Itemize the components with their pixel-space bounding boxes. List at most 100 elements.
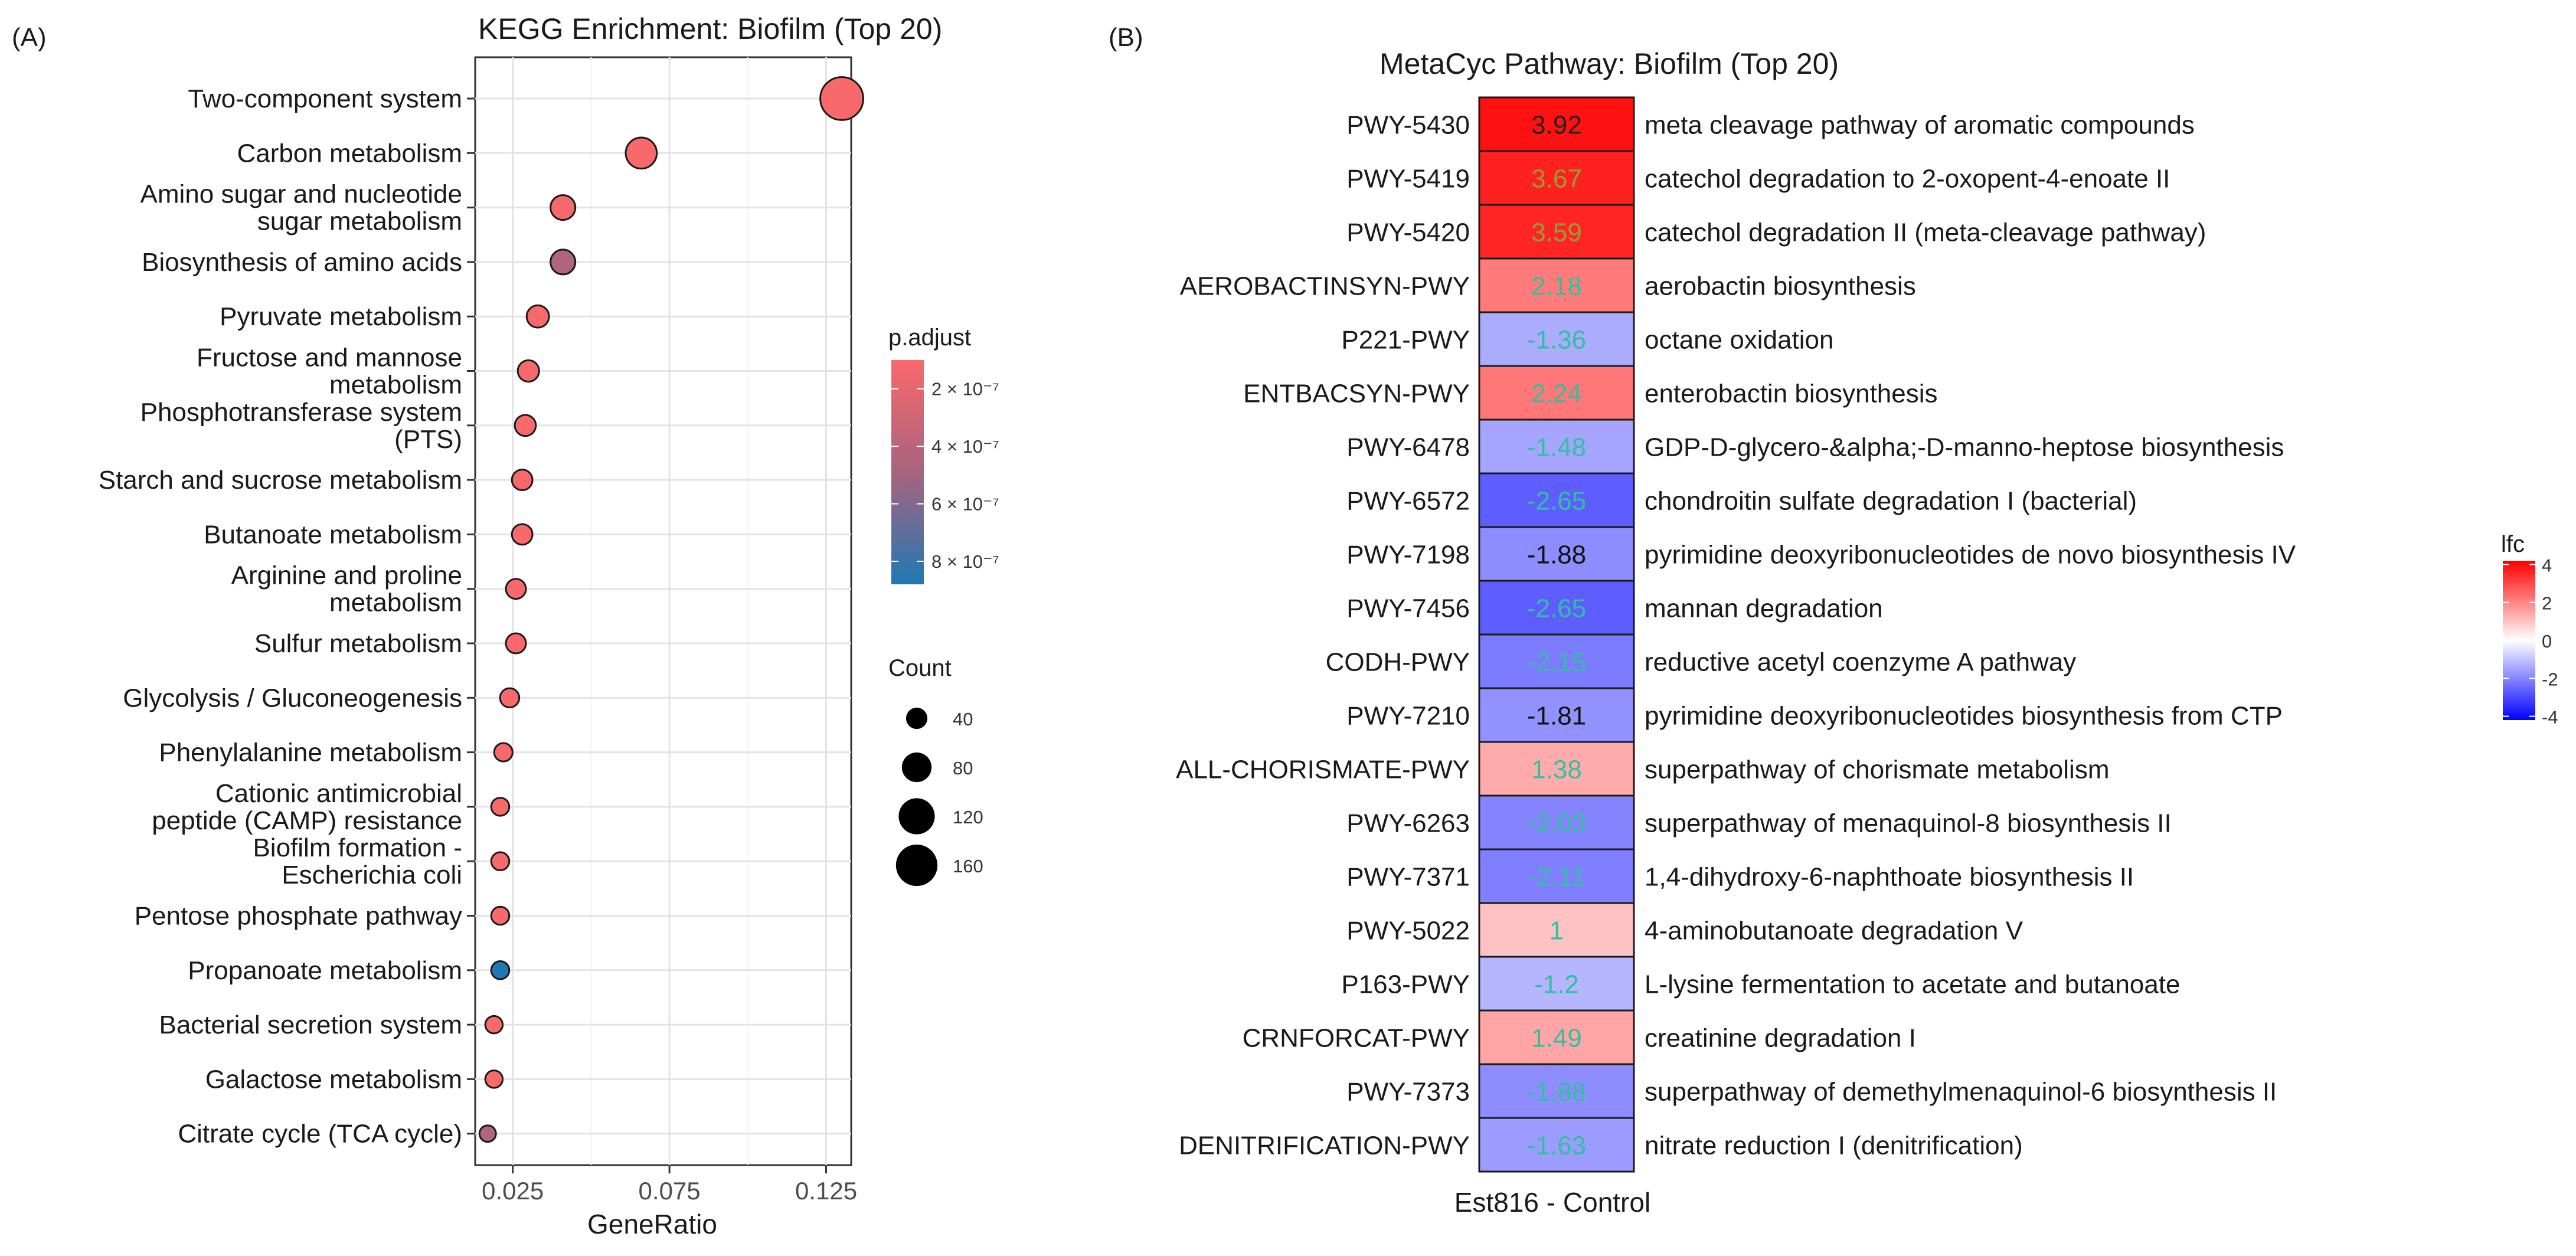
kegg-point bbox=[511, 523, 534, 546]
heatmap-row: PWY-5430 3.92 meta cleavage pathway of aro… bbox=[1346, 96, 2195, 152]
heatmap-row-description: chondroitin sulfate degradation I (bacte… bbox=[1645, 487, 2137, 516]
heatmap-cell-value: -1.63 bbox=[1527, 1131, 1586, 1160]
heatmap-row-id: PWY-7373 bbox=[1346, 1078, 1470, 1107]
count-legend-title: Count bbox=[888, 655, 952, 681]
heatmap-cell-value: 3.92 bbox=[1531, 111, 1582, 140]
lfc-legend-title: lfc bbox=[2501, 531, 2525, 557]
kegg-category-label: Butanoate metabolism bbox=[204, 520, 462, 549]
count-legend-circle bbox=[898, 798, 935, 835]
count-legend-circle bbox=[895, 844, 938, 887]
panel-label-a: (A) bbox=[12, 23, 47, 52]
heatmap-row-description: pyrimidine deoxyribonucleotides de novo … bbox=[1645, 541, 2296, 570]
heatmap-row-id: P221-PWY bbox=[1341, 326, 1470, 355]
heatmap-row-description: superpathway of menaquinol-8 biosynthesi… bbox=[1645, 809, 2172, 838]
heatmap-row-id: ALL-CHORISMATE-PWY bbox=[1176, 755, 1470, 784]
padjust-legend-title: p.adjust bbox=[888, 325, 971, 351]
heatmap-row: PWY-6263 -2.03 superpathway of menaquinol-… bbox=[1346, 794, 2172, 851]
heatmap-row: PWY-6572 -2.65 chondroitin sulfate degrada… bbox=[1346, 472, 2137, 528]
kegg-point bbox=[514, 414, 537, 437]
lfc-tick-label: 4 bbox=[2542, 555, 2552, 575]
heatmap-cell-value: 1 bbox=[1549, 917, 1564, 946]
heatmap-row-description: catechol degradation to 2-oxopent-4-enoa… bbox=[1645, 165, 2170, 194]
heatmap-row-description: superpathway of demethylmenaquinol-6 bio… bbox=[1645, 1078, 2277, 1107]
heatmap-cell bbox=[1478, 96, 1635, 152]
padjust-tick-label: 4 × 10⁻⁷ bbox=[931, 436, 999, 457]
heatmap-row: PWY-5022 1 4-aminobutanoate degradation V bbox=[1346, 902, 2023, 958]
kegg-point bbox=[484, 1069, 504, 1089]
kegg-point bbox=[516, 359, 540, 383]
kegg-category-label: Glycolysis / Gluconeogenesis bbox=[123, 683, 462, 712]
heatmap-row: PWY-7198 -1.88 pyrimidine deoxyribonucleot… bbox=[1346, 526, 2296, 582]
heatmap-cell-value: 3.67 bbox=[1531, 165, 1582, 194]
heatmap-row-id: AEROBACTINSYN-PWY bbox=[1180, 272, 1470, 301]
kegg-category-label: Two-component system bbox=[188, 84, 462, 113]
heatmap-row: AEROBACTINSYN-PWY 2.18 aerobactin biosynth… bbox=[1180, 257, 1916, 313]
heatmap-row-description: mannan degradation bbox=[1645, 594, 1883, 623]
heatmap-row: PWY-5420 3.59 catechol degradation II (met… bbox=[1346, 204, 2206, 260]
kegg-point bbox=[625, 136, 658, 170]
lfc-legend: lfc 4 2 0 -2 -4 bbox=[2501, 531, 2558, 728]
heatmap-row: PWY-7371 -2.11 1,4-dihydroxy-6-naphthoate … bbox=[1346, 848, 2134, 904]
kegg-category-label: Sulfur metabolism bbox=[254, 629, 462, 658]
heatmap-cell-value: -1.81 bbox=[1527, 702, 1586, 731]
heatmap-row-id: ENTBACSYN-PWY bbox=[1243, 380, 1470, 408]
heatmap-rows: PWY-5430 3.92 meta cleavage pathway of aro… bbox=[1176, 96, 2296, 1173]
padjust-tick-label: 6 × 10⁻⁷ bbox=[931, 494, 999, 515]
heatmap-row: ALL-CHORISMATE-PWY 1.38 superpathway of ch… bbox=[1176, 741, 2109, 797]
heatmap-row: PWY-7373 -1.88 superpathway of demethylmen… bbox=[1346, 1063, 2277, 1119]
kegg-point bbox=[490, 905, 511, 926]
heatmap-row-id: CRNFORCAT-PWY bbox=[1243, 1024, 1470, 1053]
metacyc-chart-title: MetaCyc Pathway: Biofilm (Top 20) bbox=[1379, 47, 1839, 80]
heatmap-row: ENTBACSYN-PWY 2.24 enterobactin biosynthes… bbox=[1243, 365, 1938, 421]
heatmap-row-description: aerobactin biosynthesis bbox=[1645, 272, 1916, 301]
heatmap-row: CRNFORCAT-PWY 1.49 creatinine degradation … bbox=[1243, 1009, 1916, 1065]
kegg-category-label: Propanoate metabolism bbox=[188, 956, 462, 985]
count-legend-items: 40 80 120 160 bbox=[895, 707, 983, 887]
kegg-category-label: Bacterial secretion system bbox=[159, 1010, 462, 1039]
heatmap-cell bbox=[1478, 365, 1635, 421]
heatmap-row-id: PWY-7198 bbox=[1346, 541, 1470, 570]
heatmap-cell-value: -1.48 bbox=[1527, 433, 1586, 462]
heatmap-row-description: catechol degradation II (meta-cleavage p… bbox=[1645, 218, 2206, 247]
kegg-point bbox=[525, 304, 550, 329]
heatmap-row-description: GDP-D-glycero-&alpha;-D-manno-heptose bi… bbox=[1645, 433, 2284, 462]
metacyc-heatmap-panel: (B) MetaCyc Pathway: Biofilm (Top 20) PW… bbox=[1109, 23, 2558, 1218]
kegg-category-label: Citrate cycle (TCA cycle) bbox=[178, 1120, 462, 1149]
heatmap-row: PWY-5419 3.67 catechol degradation to 2-ox… bbox=[1346, 150, 2170, 206]
kegg-x-ticks: 0.025 0.075 0.125 bbox=[482, 1165, 857, 1205]
heatmap-cell-value: 1.38 bbox=[1531, 755, 1582, 784]
heatmap-cell-value: -1.88 bbox=[1527, 1078, 1586, 1107]
heatmap-cell bbox=[1478, 687, 1635, 743]
heatmap-row-id: CODH-PWY bbox=[1326, 648, 1470, 677]
heatmap-cell bbox=[1478, 794, 1635, 851]
heatmap-cell-value: -2.03 bbox=[1527, 809, 1586, 838]
heatmap-row: PWY-7456 -2.65 mannan degradation bbox=[1346, 580, 1883, 636]
kegg-x-tick-label: 0.125 bbox=[795, 1177, 857, 1205]
heatmap-row-id: PWY-5430 bbox=[1346, 111, 1470, 140]
kegg-category-label: Fructose and mannose bbox=[197, 344, 462, 372]
kegg-category-label: Starch and sucrose metabolism bbox=[99, 466, 462, 495]
kegg-point bbox=[550, 248, 577, 276]
heatmap-row-description: enterobactin biosynthesis bbox=[1645, 380, 1938, 408]
count-legend-label: 120 bbox=[953, 807, 983, 827]
heatmap-row: PWY-7210 -1.81 pyrimidine deoxyribonucleot… bbox=[1346, 687, 2283, 743]
kegg-category-label: Biofilm formation - bbox=[253, 833, 462, 862]
heatmap-cell bbox=[1478, 848, 1635, 904]
kegg-category-label: (PTS) bbox=[394, 425, 462, 454]
kegg-category-label: Pyruvate metabolism bbox=[220, 302, 462, 331]
heatmap-cell-value: -1.36 bbox=[1527, 326, 1586, 355]
count-legend: Count 40 80 120 160 bbox=[888, 655, 983, 887]
padjust-colorbar bbox=[891, 360, 924, 584]
heatmap-row-description: 4-aminobutanoate degradation V bbox=[1645, 917, 2023, 946]
kegg-category-label: metabolism bbox=[329, 371, 462, 400]
heatmap-cell bbox=[1478, 526, 1635, 582]
kegg-point bbox=[493, 742, 514, 763]
count-legend-label: 40 bbox=[953, 709, 973, 730]
kegg-category-label: Carbon metabolism bbox=[237, 139, 463, 168]
heatmap-row-description: reductive acetyl coenzyme A pathway bbox=[1645, 648, 2076, 677]
kegg-point bbox=[550, 194, 577, 221]
kegg-category-label: Pentose phosphate pathway bbox=[135, 902, 462, 931]
kegg-category-label: Phenylalanine metabolism bbox=[159, 738, 462, 767]
heatmap-cell bbox=[1478, 150, 1635, 206]
heatmap-row-id: PWY-5419 bbox=[1346, 165, 1470, 194]
